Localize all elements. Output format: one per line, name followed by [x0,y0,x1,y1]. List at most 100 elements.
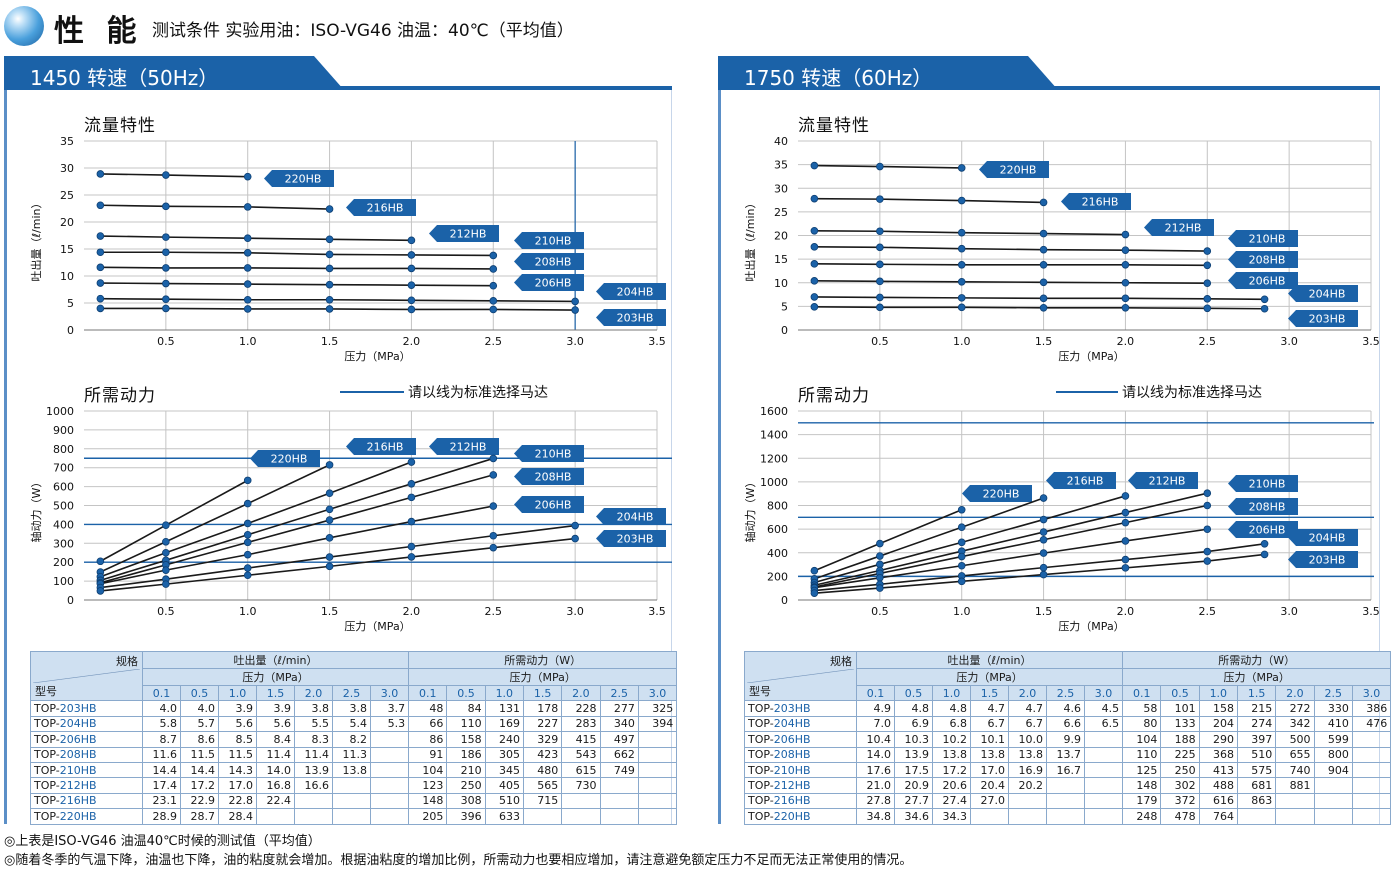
power-cell: 204 [1198,715,1238,733]
series-label: 212HB [1165,222,1202,235]
data-point [96,232,105,240]
data-point [1121,294,1130,303]
model-prefix: TOP- [34,763,60,777]
power-cell: 368 [1198,746,1238,763]
series-label-bg [1228,475,1298,492]
series-label-box: 216HB [346,199,416,216]
series-label: 212HB [1149,475,1186,488]
flow-cell: 14.4 [180,761,219,779]
power-cell [1236,808,1277,825]
series-210HB: 210HB [810,230,1298,255]
power-cell: 272 [1275,700,1315,717]
series-label-box: 204HB [596,508,666,525]
model-code: 208HB [773,748,811,762]
power-cell [637,792,678,810]
model-code: 206HB [773,732,811,746]
series-label: 210HB [1249,478,1286,491]
data-point [876,584,884,592]
power-cell: 101 [1160,700,1200,717]
flow-cell: 14.0 [856,746,895,763]
data-point [1203,261,1212,270]
data-point [876,573,884,582]
data-point [162,171,170,179]
table-row: TOP-203HB 4.0 4.0 3.9 3.9 3.8 3.8 3.7 48 84 131 178… [30,700,678,717]
data-point [243,564,252,572]
model-code: 203HB [773,702,811,716]
series-204HB: 204HB [810,285,1358,304]
flow-cell: 4.9 [856,700,895,717]
power-cell [561,792,601,810]
data-point [96,557,105,566]
flow-cell [294,792,333,810]
power-cell: 104 [408,761,448,779]
model-prefix: TOP- [748,809,774,823]
series-label-box: 212HB [429,225,499,242]
data-point [1039,303,1048,312]
data-point [243,264,252,272]
legend-swatch-50hz [340,391,404,393]
power-pressure-value: 2.5 [599,684,639,702]
series-label-box: 216HB [1061,193,1131,210]
data-point [1121,555,1130,564]
data-point [407,264,416,273]
flow-pressure-value: 1.0 [932,684,971,702]
series-line [814,263,1208,267]
y-tick-label: 0 [781,594,788,607]
series-label-box: 203HB [1288,310,1358,327]
power-cell: 715 [522,792,563,810]
power-cell: 248 [1122,808,1162,825]
data-point [1039,570,1048,579]
data-point [243,234,252,242]
series-label-bg [1144,219,1214,236]
x-tick-label: 2.0 [1117,335,1135,348]
series-label-bg [514,232,584,249]
model-cell: TOP-208HB [744,746,857,763]
power-pressure-value: 2.0 [561,684,601,702]
data-point [810,260,819,268]
model-prefix: TOP- [748,717,774,731]
flow-pressure-value: 0.1 [142,684,181,702]
power-cell: 290 [1198,731,1238,748]
y-tick-label: 25 [60,189,74,202]
data-point [1203,279,1212,288]
model-prefix: TOP- [748,702,774,716]
series-line [814,229,1126,236]
panel-frame [718,86,1380,824]
data-point [407,251,416,259]
data-point [957,278,966,286]
series-212HB: 212HB [96,225,499,245]
y-tick-label: 1200 [760,452,788,465]
series-203HB: 203HB [96,304,666,326]
data-point [243,499,252,508]
power-group-header: 所需动力（W） [1122,651,1392,669]
data-point [571,521,579,530]
data-point [1203,547,1212,556]
power-cell: 372 [1160,792,1200,810]
y-tick-label: 300 [53,537,74,550]
x-axis-label: 压力（MPa） [1058,350,1124,363]
power-cell: 510 [1236,746,1277,763]
data-point [325,489,334,498]
power-cell: 510 [484,792,524,810]
table-row: TOP-204HB 7.0 6.9 6.8 6.7 6.7 6.6 6.5 80 133 204 27… [744,715,1392,733]
flow-cell: 22.4 [256,792,295,810]
series-label: 204HB [1309,288,1346,301]
flow-cell: 8.3 [294,731,333,748]
power-pressure-value: 1.5 [1236,684,1277,702]
data-point [876,277,884,286]
y-tick-label: 600 [53,481,74,494]
y-tick-label: 20 [60,216,74,229]
flow-pressure-value: 3.0 [369,684,410,702]
series-label: 204HB [617,511,654,524]
data-point [571,534,579,543]
power-cell: 205 [408,808,448,825]
power-pressure-value: 3.0 [1351,684,1392,702]
power-cell: 179 [1122,792,1162,810]
series-label: 220HB [983,488,1020,501]
data-point [243,203,252,211]
data-point [1203,247,1212,255]
power-cell: 227 [522,715,563,733]
power-cell: 91 [408,746,448,763]
series-label: 206HB [535,277,572,290]
flow-cell: 6.9 [894,715,933,733]
